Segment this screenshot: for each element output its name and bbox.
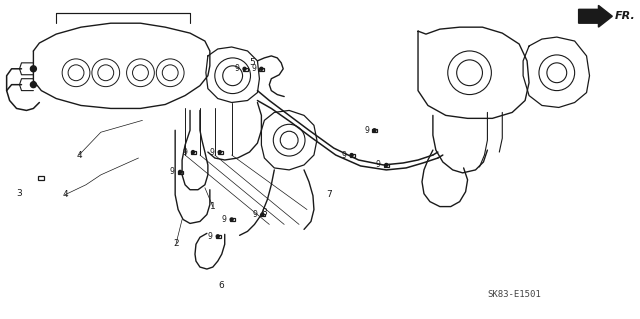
Text: 9: 9 [341,151,346,160]
Bar [218,151,223,154]
Circle shape [218,151,221,153]
Bar [191,151,196,154]
Circle shape [385,163,388,167]
Bar [243,68,248,71]
Bar [178,171,183,174]
Bar [385,164,389,167]
Text: 5: 5 [250,58,255,67]
Text: 1: 1 [210,202,216,211]
Circle shape [373,129,376,132]
Text: 3: 3 [17,189,22,198]
Bar [230,219,235,221]
Text: 8: 8 [262,208,268,217]
Bar [259,68,264,71]
Text: 9: 9 [252,210,257,219]
Text: 9: 9 [364,126,369,135]
Circle shape [31,66,36,72]
Polygon shape [579,5,612,27]
Text: 9: 9 [207,232,212,241]
Bar [38,176,44,180]
Text: 4: 4 [62,190,68,199]
Circle shape [230,218,233,221]
Text: 6: 6 [219,281,225,290]
Text: 7: 7 [326,190,332,199]
Bar [349,154,355,157]
Text: 4: 4 [76,151,82,160]
Text: 9: 9 [251,64,256,73]
Bar [216,235,221,238]
Circle shape [216,235,220,238]
Circle shape [191,151,195,153]
Bar [260,213,266,217]
Text: FR.: FR. [614,11,635,21]
Circle shape [243,67,246,70]
Circle shape [261,213,264,216]
Text: 2: 2 [173,239,179,248]
Circle shape [31,82,36,88]
Text: 9: 9 [234,64,239,73]
Text: SK83-E1501: SK83-E1501 [488,290,541,299]
Bar [372,129,378,132]
Text: 9: 9 [182,148,188,157]
Text: 9: 9 [221,215,226,224]
Text: 9: 9 [170,167,175,176]
Circle shape [179,170,182,174]
Text: 9: 9 [209,148,214,157]
Text: 9: 9 [376,160,381,169]
Circle shape [350,153,353,157]
Circle shape [260,67,263,70]
